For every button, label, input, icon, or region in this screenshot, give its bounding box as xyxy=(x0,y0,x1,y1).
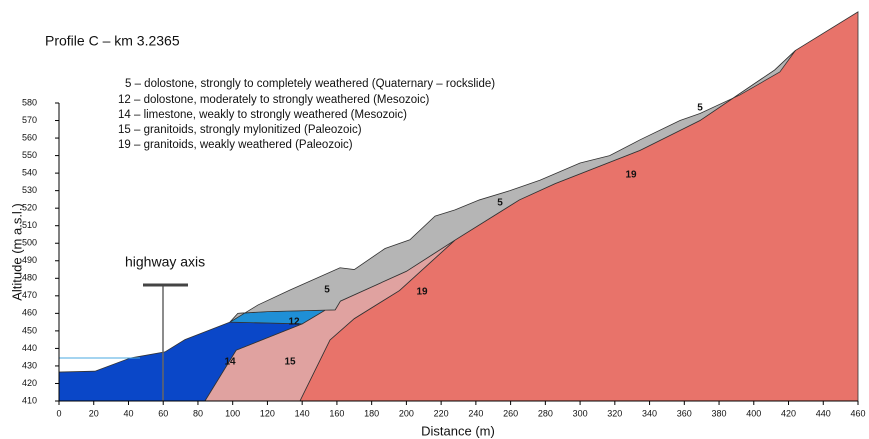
layer xyxy=(229,50,796,323)
axes: 4104204304404504604704804905005105205305… xyxy=(22,97,866,418)
y-tick-label: 420 xyxy=(22,378,37,388)
y-tick-label: 470 xyxy=(22,290,37,300)
x-tick-label: 380 xyxy=(712,408,727,418)
x-tick-label: 100 xyxy=(225,408,240,418)
x-tick-label: 0 xyxy=(56,408,61,418)
y-tick-label: 490 xyxy=(22,255,37,265)
legend-entry: 15 – granitoids, strongly mylonitized (P… xyxy=(118,124,362,136)
y-tick-label: 540 xyxy=(22,167,37,177)
legend-entry: 19 – granitoids, weakly weathered (Paleo… xyxy=(118,139,353,151)
x-tick-label: 340 xyxy=(642,408,657,418)
x-tick-label: 300 xyxy=(573,408,588,418)
layer-label: 12 xyxy=(288,317,300,328)
y-tick-label: 460 xyxy=(22,308,37,318)
layer xyxy=(58,321,303,402)
y-tick-label: 430 xyxy=(22,360,37,370)
x-axis-label: Distance (m) xyxy=(421,423,495,438)
layer-label: 5 xyxy=(324,285,330,296)
x-tick-label: 440 xyxy=(816,408,831,418)
x-tick-label: 160 xyxy=(329,408,344,418)
x-tick-label: 120 xyxy=(260,408,275,418)
x-tick-label: 80 xyxy=(193,408,203,418)
x-tick-label: 60 xyxy=(158,408,168,418)
layer-label: 19 xyxy=(416,287,428,298)
legend-entry: 14 – limestone, weakly to strongly weath… xyxy=(118,109,407,121)
y-tick-label: 440 xyxy=(22,343,37,353)
x-tick-label: 140 xyxy=(295,408,310,418)
y-tick-label: 450 xyxy=(22,325,37,335)
y-tick-label: 580 xyxy=(22,97,37,107)
y-tick-label: 550 xyxy=(22,150,37,160)
title: Profile C – km 3.2365 xyxy=(45,33,180,49)
x-tick-label: 240 xyxy=(468,408,483,418)
x-tick-label: 280 xyxy=(538,408,553,418)
x-tick-label: 180 xyxy=(364,408,379,418)
y-axis-label: Altitude (m a.s.l.) xyxy=(9,203,24,301)
x-tick-label: 400 xyxy=(746,408,761,418)
layer-label: 19 xyxy=(625,170,637,181)
layer-label: 5 xyxy=(697,103,703,114)
annotation: highway axis xyxy=(125,254,205,270)
layer-label: 14 xyxy=(224,357,236,368)
y-tick-label: 570 xyxy=(22,115,37,125)
x-tick-label: 420 xyxy=(781,408,796,418)
y-tick-label: 410 xyxy=(22,395,37,405)
x-tick-label: 260 xyxy=(503,408,518,418)
y-tick-label: 520 xyxy=(22,203,37,213)
x-tick-label: 360 xyxy=(677,408,692,418)
y-tick-label: 530 xyxy=(22,185,37,195)
x-tick-label: 220 xyxy=(434,408,449,418)
x-tick-label: 200 xyxy=(399,408,414,418)
x-tick-label: 320 xyxy=(607,408,622,418)
y-tick-label: 500 xyxy=(22,238,37,248)
y-tick-label: 480 xyxy=(22,273,37,283)
y-tick-label: 510 xyxy=(22,220,37,230)
legend-entry: 12 – dolostone, moderately to strongly w… xyxy=(118,94,429,106)
x-tick-label: 20 xyxy=(89,408,99,418)
layer-label: 5 xyxy=(497,198,503,209)
layers xyxy=(58,11,859,402)
layer-label: 15 xyxy=(284,357,296,368)
legend-entry: 5 – dolostone, strongly to completely we… xyxy=(125,78,495,90)
x-tick-label: 460 xyxy=(850,408,865,418)
x-tick-label: 40 xyxy=(123,408,133,418)
y-tick-label: 560 xyxy=(22,132,37,142)
